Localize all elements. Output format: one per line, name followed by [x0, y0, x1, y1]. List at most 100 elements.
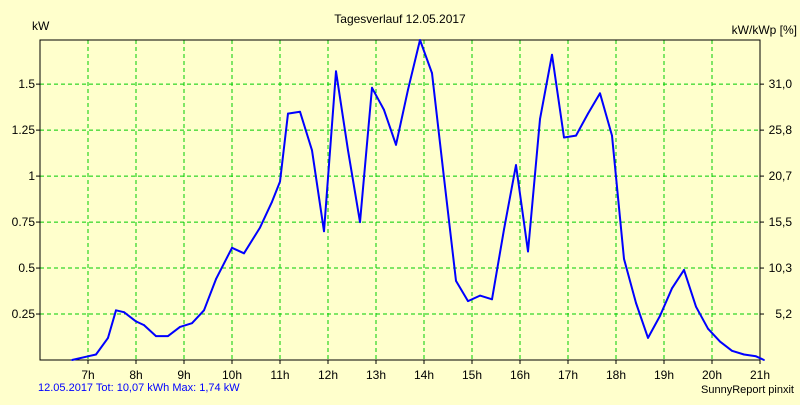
data-point: [599, 92, 601, 95]
data-point: [659, 314, 661, 317]
data-point: [647, 337, 649, 339]
x-tick-label: 8h: [129, 368, 142, 382]
y-tick-label-left: 0.75: [12, 215, 36, 229]
data-point: [587, 112, 589, 115]
data-point: [503, 228, 505, 231]
data-point: [243, 252, 245, 255]
data-point: [407, 88, 409, 91]
data-point: [359, 221, 361, 223]
data-point: [743, 353, 745, 356]
x-tick-label: 21h: [750, 368, 770, 382]
data-point: [279, 180, 281, 183]
y-tick-label-left: 0.25: [12, 307, 36, 321]
y-tick-label-right: 15,5: [769, 215, 793, 229]
data-point: [395, 143, 397, 146]
data-point: [479, 294, 481, 297]
data-point: [455, 280, 457, 282]
data-point: [515, 164, 517, 166]
data-point: [231, 246, 233, 249]
data-point: [551, 53, 553, 56]
data-point: [271, 200, 273, 203]
data-point: [95, 353, 97, 356]
y-tick-label-right: 31,0: [769, 77, 793, 91]
data-point: [671, 287, 673, 290]
data-point: [623, 257, 625, 260]
data-point: [383, 108, 385, 111]
x-tick-label: 17h: [558, 368, 578, 382]
data-point: [719, 340, 721, 343]
data-point: [467, 300, 469, 303]
x-tick-label: 9h: [177, 368, 190, 382]
grid-layer: [40, 40, 760, 360]
data-point: [371, 86, 373, 89]
data-point: [135, 320, 137, 323]
y-tick-label-left: 1.5: [18, 77, 35, 91]
x-tick-label: 12h: [318, 368, 338, 382]
data-point: [311, 149, 313, 152]
data-point: [143, 324, 145, 326]
y-tick-label-right: 25,8: [769, 123, 793, 137]
data-point: [259, 226, 261, 229]
x-tick-label: 11h: [270, 368, 289, 382]
data-point: [755, 355, 757, 358]
x-tick-label: 19h: [654, 368, 674, 382]
data-point: [71, 359, 73, 361]
chart-title: Tagesverlauf 12.05.2017: [334, 12, 466, 26]
data-point: [431, 72, 433, 75]
data-point: [87, 355, 89, 358]
data-point: [155, 335, 157, 337]
tick-layer: [36, 83, 764, 364]
data-point: [215, 278, 217, 280]
data-point: [107, 337, 109, 339]
data-point: [539, 118, 541, 120]
y-tick-label-right: 10,3: [769, 261, 793, 275]
x-tick-label: 14h: [414, 368, 434, 382]
y-tick-label-left: 1: [28, 169, 35, 183]
footer-summary: 12.05.2017 Tot: 10,07 kWh Max: 1,74 kW: [38, 382, 240, 394]
data-point: [731, 349, 733, 352]
data-point: [179, 325, 181, 328]
label-layer: 7h 8h 9h 10h 11h 12h 13h 14h 15h 16h 17h 18h 19h 20h 2…: [12, 77, 793, 382]
data-point: [335, 70, 337, 73]
data-point: [323, 230, 325, 233]
data-point: [707, 327, 709, 330]
data-point: [419, 39, 421, 41]
data-point: [491, 298, 493, 301]
data-point: [191, 322, 193, 325]
footer-brand: SunnyReport pinxit: [701, 384, 794, 396]
data-point: [203, 309, 205, 312]
y-tick-label-right: 5,2: [775, 307, 792, 321]
data-point: [683, 268, 685, 271]
data-point: [527, 250, 529, 253]
data-point: [287, 112, 289, 115]
data-point: [611, 134, 613, 137]
series-line: [71, 39, 765, 361]
x-tick-label: 18h: [606, 368, 626, 382]
series-layer: [71, 39, 765, 361]
data-point: [347, 149, 349, 152]
data-point: [123, 311, 125, 314]
data-point: [299, 110, 301, 113]
data-point: [695, 305, 697, 308]
plot-frame: [39, 39, 761, 361]
y-tick-label-right: 20,7: [769, 169, 793, 183]
x-tick-label: 10h: [222, 368, 242, 382]
data-point: [635, 302, 637, 304]
x-tick-label: 20h: [702, 368, 722, 382]
y-axis-label-right: kW/kWp [%]: [732, 23, 797, 37]
y-axis-label-left: kW: [32, 19, 50, 33]
y-tick-label-left: 0.5: [18, 261, 35, 275]
x-tick-label: 15h: [462, 368, 482, 382]
x-tick-label: 13h: [366, 368, 386, 382]
x-tick-label: 16h: [510, 368, 530, 382]
data-point: [167, 335, 169, 337]
data-point: [443, 177, 445, 179]
data-point: [575, 134, 577, 137]
data-point: [763, 359, 765, 361]
x-tick-label: 7h: [81, 368, 94, 382]
data-point: [115, 309, 117, 312]
data-point: [563, 136, 565, 139]
y-tick-label-left: 1.25: [12, 123, 36, 137]
